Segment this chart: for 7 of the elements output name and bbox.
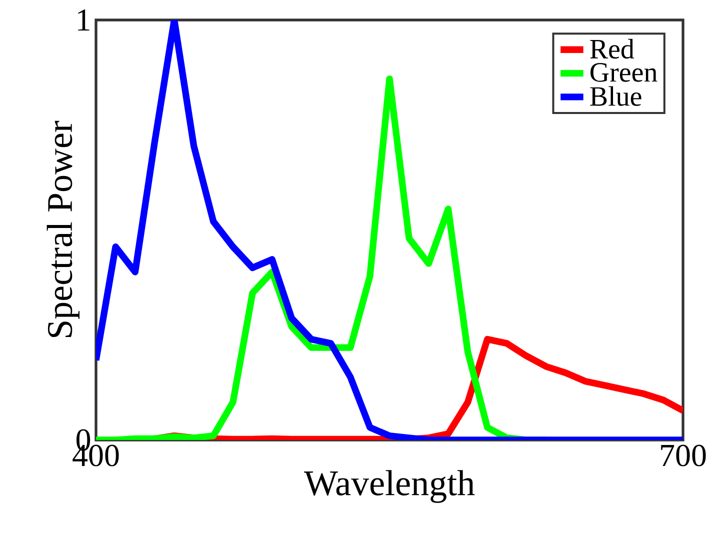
legend-label: Green bbox=[590, 63, 658, 82]
x-axis-title: Wavelength bbox=[304, 470, 475, 503]
x-tick-label: 700 bbox=[661, 444, 706, 466]
legend-label: Blue bbox=[590, 86, 642, 106]
legend-label: Red bbox=[590, 38, 634, 59]
y-tick-label: 1 bbox=[78, 9, 90, 31]
y-axis-title: Spectral Power bbox=[46, 120, 80, 338]
